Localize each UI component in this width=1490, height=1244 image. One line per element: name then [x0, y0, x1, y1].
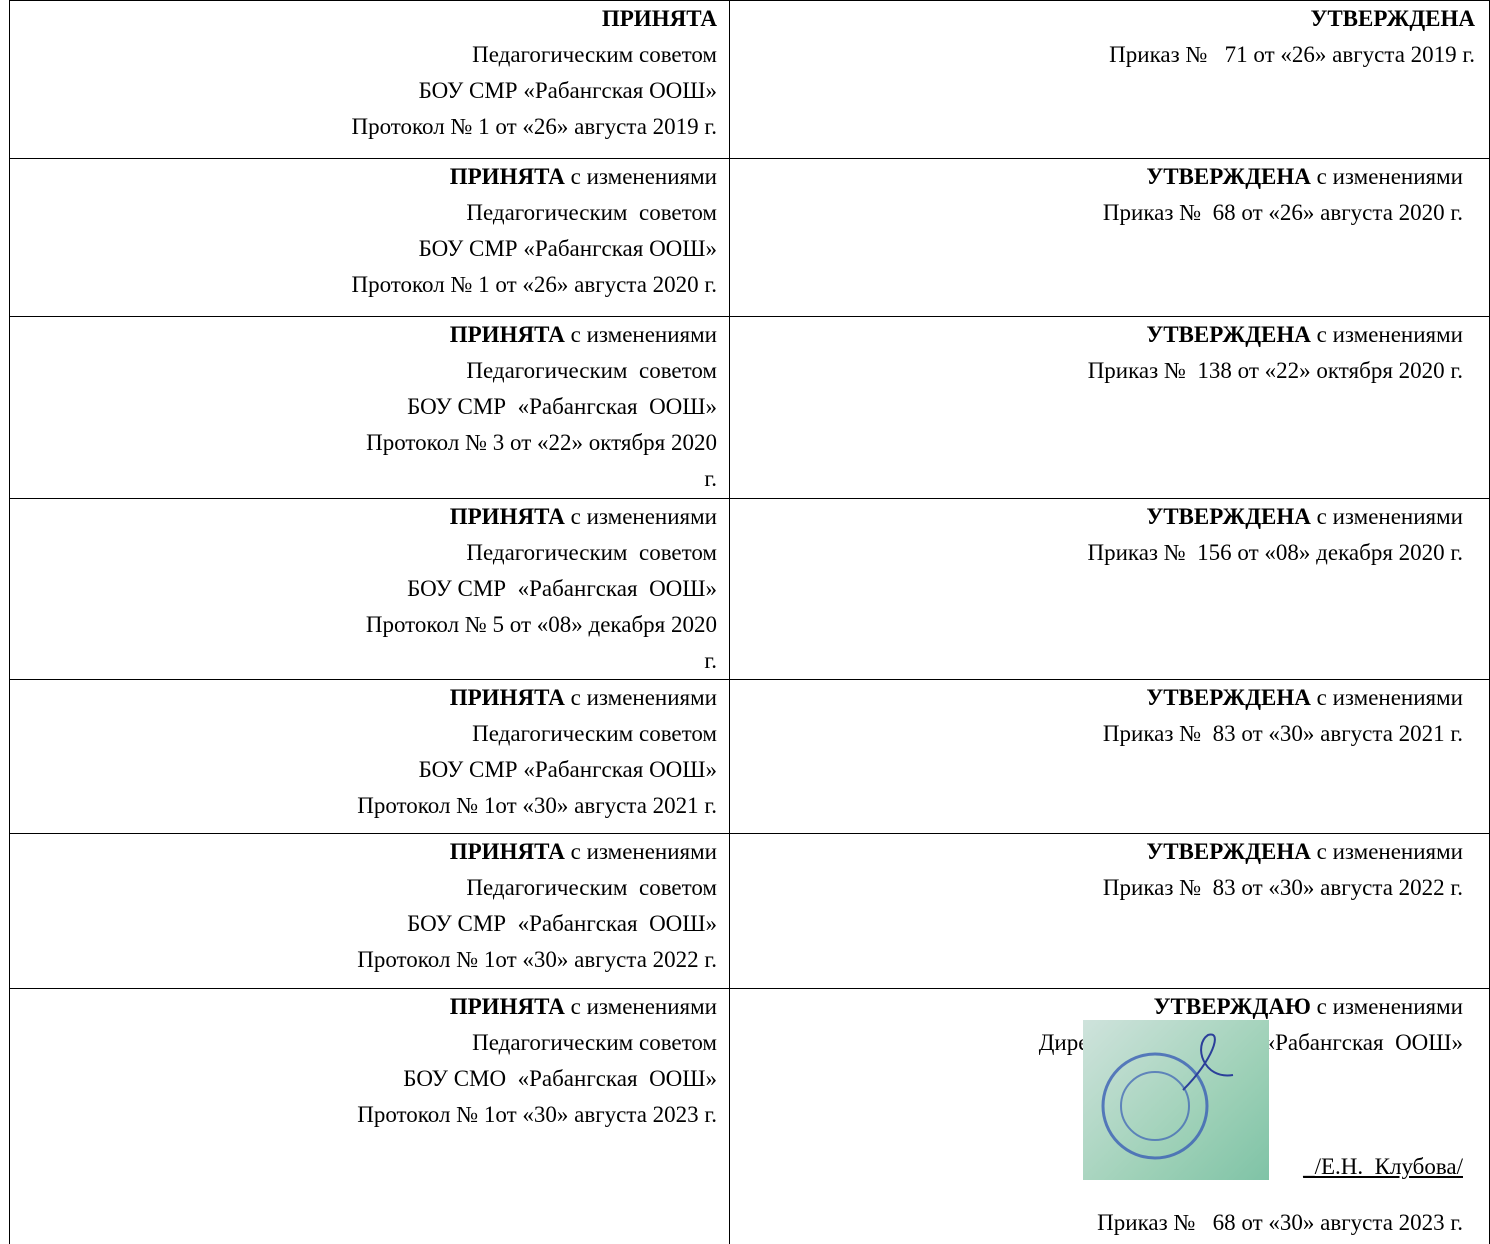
heading-note: с изменениями: [1316, 164, 1463, 189]
heading-note: с изменениями: [570, 322, 717, 347]
text-line: Протокол № 1от «30» августа 2021 г.: [357, 793, 717, 818]
text-line: Педагогическим советом: [466, 875, 717, 900]
text-line: Педагогическим советом: [472, 1030, 717, 1055]
text-line: г.: [704, 648, 717, 673]
heading-line: ПРИНЯТА с изменениями: [10, 680, 717, 716]
approval-table: ПРИНЯТА Педагогическим советом БОУ СМР «Ра…: [9, 0, 1490, 1244]
heading-line: УТВЕРЖДЕНА с изменениями: [730, 499, 1463, 535]
heading-note: с изменениями: [570, 504, 717, 529]
text-line: Приказ № 83 от «30» августа 2022 г.: [1102, 875, 1463, 900]
left-cell: ПРИНЯТА Педагогическим советом БОУ СМР «Ра…: [9, 0, 730, 159]
signature-name: _/Е.Н. Клубова/: [1303, 1154, 1463, 1179]
left-cell: ПРИНЯТА с изменениями Педагогическим сове…: [9, 316, 730, 499]
text-line: Педагогическим советом: [466, 540, 717, 565]
heading-line: УТВЕРЖДАЮ с изменениями: [730, 989, 1463, 1025]
heading: УТВЕРЖДЕНА: [1146, 685, 1311, 710]
right-cell: УТВЕРЖДЕНА с изменениями Приказ № 156 от …: [729, 498, 1490, 680]
heading-note: с изменениями: [1316, 685, 1463, 710]
heading-note: с изменениями: [1316, 504, 1463, 529]
text-line: Приказ № 83 от «30» августа 2021 г.: [1102, 721, 1463, 746]
heading-line: УТВЕРЖДЕНА с изменениями: [730, 159, 1463, 195]
text-line: БОУ СМО «Рабангская ООШ»: [403, 1066, 717, 1091]
text-line: БОУ СМР «Рабангская ООШ»: [407, 394, 717, 419]
heading-line: ПРИНЯТА с изменениями: [10, 989, 717, 1025]
text-line: Протокол № 1от «30» августа 2023 г.: [357, 1102, 717, 1127]
heading-note: с изменениями: [570, 994, 717, 1019]
stamp: [1083, 1020, 1269, 1180]
text-line: Протокол № 1 от «26» августа 2020 г.: [351, 272, 717, 297]
text-line: БОУ СМР «Рабангская ООШ»: [407, 911, 717, 936]
table-row: ПРИНЯТА с изменениями Педагогическим сове…: [9, 833, 1490, 989]
heading: УТВЕРЖДЕНА: [1146, 322, 1311, 347]
heading-note: с изменениями: [570, 685, 717, 710]
heading: ПРИНЯТА: [449, 994, 565, 1019]
left-cell: ПРИНЯТА с изменениями Педагогическим сове…: [9, 833, 730, 989]
text-line: Педагогическим советом: [466, 200, 717, 225]
text-line: Приказ № 138 от «22» октября 2020 г.: [1087, 358, 1463, 383]
heading: УТВЕРЖДЕНА: [1310, 6, 1475, 31]
table-row: ПРИНЯТА Педагогическим советом БОУ СМР «Ра…: [9, 0, 1490, 159]
heading-line: ПРИНЯТА: [10, 1, 717, 37]
heading: ПРИНЯТА: [601, 6, 717, 31]
text-line: г.: [704, 466, 717, 491]
right-cell: УТВЕРЖДЕНА с изменениями Приказ № 68 от «…: [729, 158, 1490, 317]
heading-note: с изменениями: [1316, 322, 1463, 347]
heading: ПРИНЯТА: [449, 685, 565, 710]
heading-line: УТВЕРЖДЕНА с изменениями: [730, 680, 1463, 716]
heading-line: УТВЕРЖДЕНА: [730, 1, 1475, 37]
order-line: Приказ № 68 от «30» августа 2023 г.: [1097, 1210, 1463, 1235]
table-row: ПРИНЯТА с изменениями Педагогическим сове…: [9, 498, 1490, 680]
heading-line: УТВЕРЖДЕНА с изменениями: [730, 317, 1463, 353]
heading-line: ПРИНЯТА с изменениями: [10, 499, 717, 535]
text-line: Протокол № 1от «30» августа 2022 г.: [357, 947, 717, 972]
heading: ПРИНЯТА: [449, 164, 565, 189]
heading: УТВЕРЖДЕНА: [1146, 839, 1311, 864]
text-line: Приказ № 71 от «26» августа 2019 г.: [1109, 42, 1475, 67]
text-line: Протокол № 1 от «26» августа 2019 г.: [351, 114, 717, 139]
heading-note: с изменениями: [1316, 839, 1463, 864]
right-cell: УТВЕРЖДЕНА с изменениями Приказ № 138 от …: [729, 316, 1490, 499]
heading-line: ПРИНЯТА с изменениями: [10, 834, 717, 870]
text-line: БОУ СМР «Рабангская ООШ»: [407, 576, 717, 601]
text-line: Приказ № 68 от «26» августа 2020 г.: [1102, 200, 1463, 225]
text-line: Протокол № 3 от «22» октября 2020: [366, 430, 717, 455]
text-line: Протокол № 5 от «08» декабря 2020: [365, 612, 717, 637]
table-row: ПРИНЯТА с изменениями Педагогическим сове…: [9, 679, 1490, 834]
heading: УТВЕРЖДЕНА: [1146, 164, 1311, 189]
heading: УТВЕРЖДАЮ: [1153, 994, 1311, 1019]
heading-line: УТВЕРЖДЕНА с изменениями: [730, 834, 1463, 870]
text-line: Педагогическим советом: [472, 721, 717, 746]
text-line: БОУ СМР «Рабангская ООШ»: [418, 78, 717, 103]
heading: УТВЕРЖДЕНА: [1146, 504, 1311, 529]
heading-note: с изменениями: [570, 839, 717, 864]
text-line: БОУ СМР «Рабангская ООШ»: [418, 236, 717, 261]
text-line: Педагогическим советом: [472, 42, 717, 67]
heading: ПРИНЯТА: [449, 322, 565, 347]
table-row: ПРИНЯТА с изменениями Педагогическим сове…: [9, 316, 1490, 499]
heading-line: ПРИНЯТА с изменениями: [10, 159, 717, 195]
text-line: Приказ № 156 от «08» декабря 2020 г.: [1087, 540, 1463, 565]
table-row: ПРИНЯТА с изменениями Педагогическим сове…: [9, 158, 1490, 317]
heading-note: с изменениями: [570, 164, 717, 189]
left-cell: ПРИНЯТА с изменениями Педагогическим сове…: [9, 988, 730, 1244]
heading-note: с изменениями: [1316, 994, 1463, 1019]
right-cell: УТВЕРЖДЕНА Приказ № 71 от «26» августа 20…: [729, 0, 1490, 159]
heading-line: ПРИНЯТА с изменениями: [10, 317, 717, 353]
right-cell: УТВЕРЖДЕНА с изменениями Приказ № 83 от «…: [729, 679, 1490, 834]
left-cell: ПРИНЯТА с изменениями Педагогическим сове…: [9, 498, 730, 680]
heading: ПРИНЯТА: [449, 504, 565, 529]
left-cell: ПРИНЯТА с изменениями Педагогическим сове…: [9, 679, 730, 834]
heading: ПРИНЯТА: [449, 839, 565, 864]
left-cell: ПРИНЯТА с изменениями Педагогическим сове…: [9, 158, 730, 317]
text-line: БОУ СМР «Рабангская ООШ»: [418, 757, 717, 782]
right-cell: УТВЕРЖДЕНА с изменениями Приказ № 83 от «…: [729, 833, 1490, 989]
text-line: Педагогическим советом: [466, 358, 717, 383]
